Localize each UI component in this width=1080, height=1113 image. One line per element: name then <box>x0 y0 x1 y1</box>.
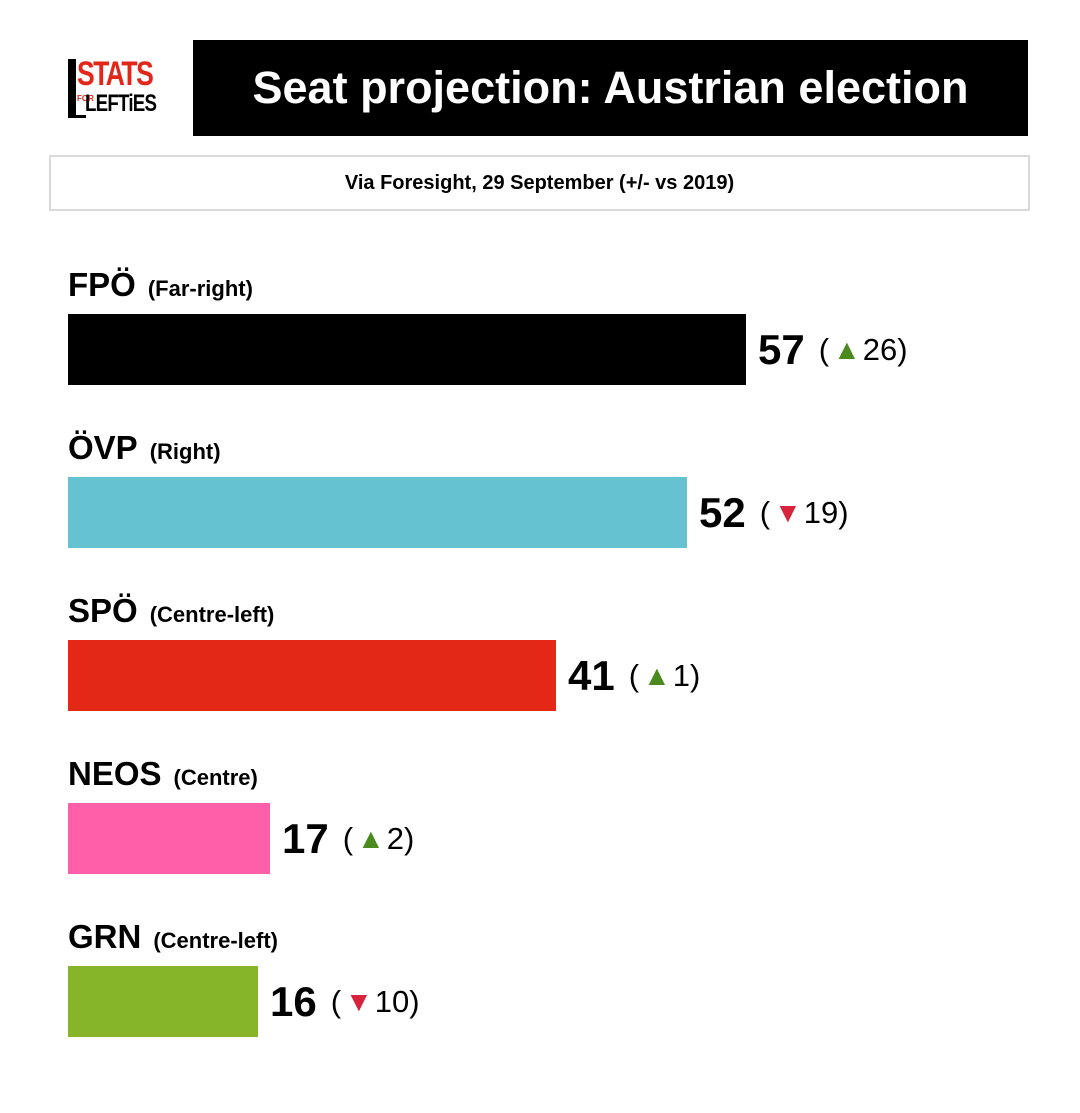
party-name: ÖVP <box>68 429 138 466</box>
data-label-fpö: 57 (▲ 26) <box>758 314 908 385</box>
seat-change: (▼ 19) <box>759 494 849 530</box>
title-banner: Seat projection: Austrian election <box>193 40 1028 136</box>
party-name: GRN <box>68 918 142 955</box>
party-name: NEOS <box>68 755 162 792</box>
bar-fpö <box>68 314 746 385</box>
party-label-spö: SPÖ (Centre-left) <box>68 593 274 633</box>
party-description: (Right) <box>149 439 221 464</box>
party-description: (Centre-left) <box>153 928 279 953</box>
party-description: (Centre) <box>173 765 258 790</box>
logo-baseline <box>68 115 86 118</box>
logo-lefties-text: LEFTiES <box>85 90 157 117</box>
logo-for-text: FOR <box>77 94 94 103</box>
party-description: (Centre-left) <box>149 602 275 627</box>
stats-for-lefties-logo: STATS FOR LEFTiES <box>68 57 160 119</box>
seat-change: (▲ 26) <box>818 331 908 367</box>
data-label-spö: 41 (▲ 1) <box>568 640 700 711</box>
bar-spö <box>68 640 556 711</box>
triangle-up-icon: ▲ <box>643 659 671 691</box>
data-label-grn: 16 (▼ 10) <box>270 966 420 1037</box>
party-label-grn: GRN (Centre-left) <box>68 919 278 959</box>
seat-value: 17 <box>282 814 329 862</box>
data-label-neos: 17 (▲ 2) <box>282 803 414 874</box>
chart-title: Seat projection: Austrian election <box>252 62 969 113</box>
triangle-down-icon: ▼ <box>774 496 802 528</box>
seat-value: 41 <box>568 651 615 699</box>
party-description: (Far-right) <box>147 276 253 301</box>
subtitle-box: Via Foresight, 29 September (+/- vs 2019… <box>49 155 1030 211</box>
chart-subtitle: Via Foresight, 29 September (+/- vs 2019… <box>344 171 735 194</box>
data-label-övp: 52 (▼ 19) <box>699 477 849 548</box>
triangle-up-icon: ▲ <box>833 333 861 365</box>
party-name: SPÖ <box>68 592 138 629</box>
party-name: FPÖ <box>68 266 136 303</box>
bar-neos <box>68 803 270 874</box>
bar-övp <box>68 477 687 548</box>
seat-value: 16 <box>270 977 317 1025</box>
party-label-övp: ÖVP (Right) <box>68 430 221 470</box>
bar-grn <box>68 966 258 1037</box>
seat-value: 57 <box>758 325 805 373</box>
seat-change: (▲ 2) <box>342 820 415 856</box>
party-label-neos: NEOS (Centre) <box>68 756 258 796</box>
seat-value: 52 <box>699 488 746 536</box>
seat-change: (▼ 10) <box>330 983 420 1019</box>
party-label-fpö: FPÖ (Far-right) <box>68 267 253 307</box>
logo-stats-text: STATS <box>77 55 154 93</box>
logo-l-bar <box>68 59 76 117</box>
triangle-up-icon: ▲ <box>357 822 385 854</box>
seat-change: (▲ 1) <box>628 657 701 693</box>
triangle-down-icon: ▼ <box>345 985 373 1017</box>
